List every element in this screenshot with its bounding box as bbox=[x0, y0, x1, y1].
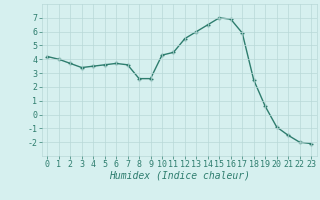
X-axis label: Humidex (Indice chaleur): Humidex (Indice chaleur) bbox=[109, 171, 250, 181]
